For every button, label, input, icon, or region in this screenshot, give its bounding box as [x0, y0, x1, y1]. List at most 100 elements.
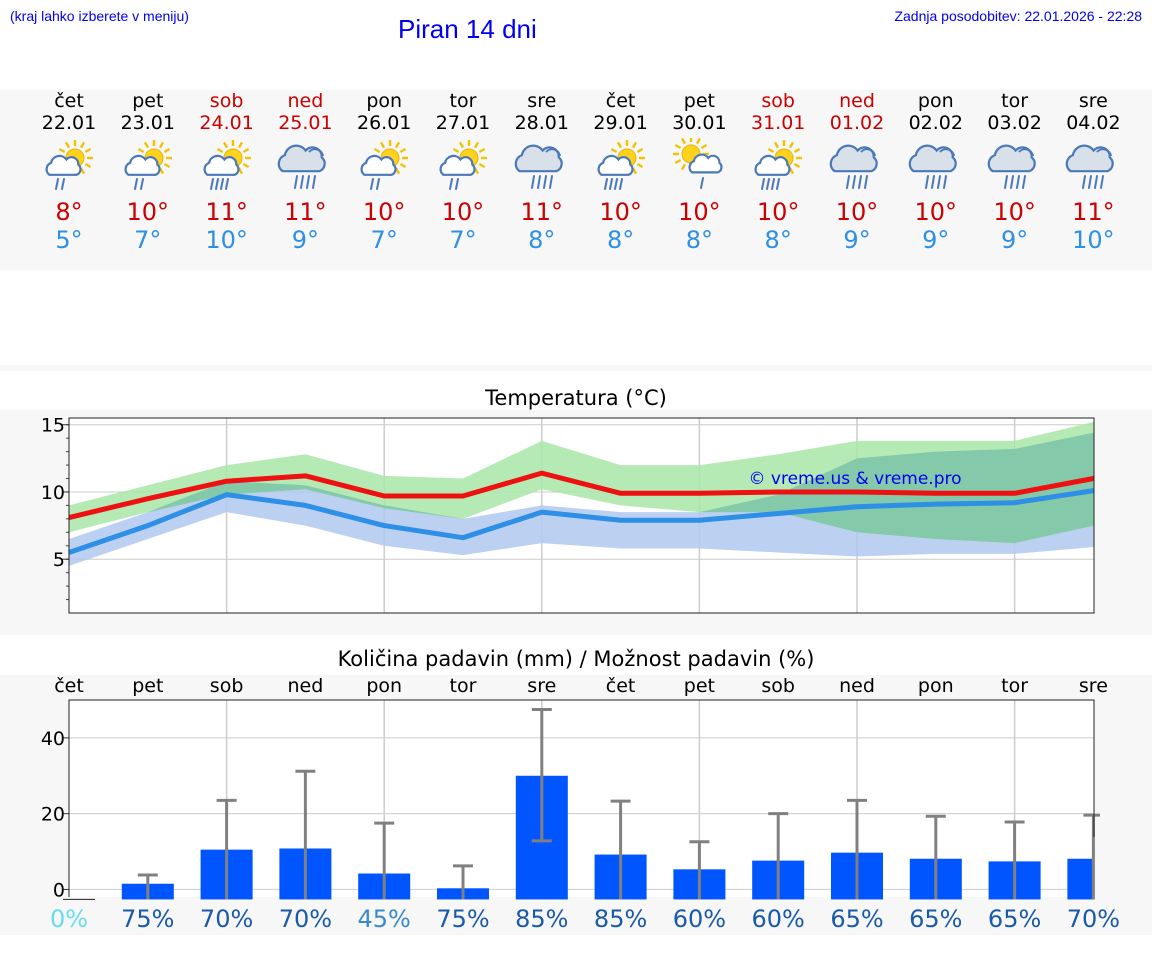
day-name: tor: [449, 90, 477, 112]
day-name: sre: [1078, 90, 1108, 112]
max-temperature: 11°: [520, 198, 564, 226]
x-category-label: čet: [606, 675, 636, 697]
day-name: pet: [683, 90, 715, 112]
max-temperature: 11°: [284, 198, 327, 226]
x-category-label: pet: [132, 675, 163, 697]
max-temperature: 10°: [835, 198, 879, 226]
min-temperature: 10°: [205, 226, 248, 254]
day-name: čet: [54, 90, 84, 112]
heavy-rain-sun-icon: [597, 140, 645, 190]
heavy-rain-cloud-icon: [829, 144, 878, 189]
max-temperature: 8°: [55, 198, 83, 226]
y-tick-label: 15: [41, 415, 65, 437]
min-temperature: 9°: [1000, 226, 1029, 254]
precipitation-chance: 60%: [752, 905, 805, 933]
day-date: 24.01: [199, 112, 254, 134]
min-temperature: 8°: [764, 226, 792, 254]
rain-sun-icon: [45, 140, 93, 190]
min-temperature-line: [68, 488, 1096, 555]
day-date: 02.02: [908, 112, 963, 134]
max-temperature: 10°: [441, 198, 485, 226]
min-temperature: 7°: [134, 226, 162, 254]
precipitation-chance: 65%: [830, 905, 883, 933]
precipitation-chance: 75%: [436, 905, 489, 933]
overlap-band: [69, 432, 1094, 544]
day-name: sob: [209, 90, 244, 112]
max-temperature: 11°: [205, 198, 248, 226]
y-tick-label: 40: [41, 728, 65, 750]
rain-sun-icon: [439, 140, 487, 190]
day-date: 23.01: [120, 112, 175, 134]
precipitation-chance: 65%: [909, 905, 962, 933]
max-temperature-line: [68, 470, 1096, 520]
precipitation-chance: 70%: [1067, 905, 1120, 933]
precipitation-chance: 60%: [673, 905, 726, 933]
divider: [0, 365, 1152, 371]
max-temperature: 10°: [126, 198, 170, 226]
day-date: 03.02: [987, 112, 1042, 134]
heavy-rain-cloud-icon: [278, 144, 327, 189]
day-date: 25.01: [278, 112, 333, 134]
min-temperature: 8°: [528, 226, 556, 254]
heavy-rain-cloud-icon: [908, 144, 957, 189]
min-temperature: 9°: [922, 226, 950, 254]
x-category-label: pet: [684, 675, 715, 697]
max-temperature: 10°: [678, 198, 721, 226]
max-temperature: 10°: [362, 198, 406, 226]
heavy-rain-cloud-icon: [987, 144, 1036, 189]
day-date: 27.01: [435, 112, 491, 134]
day-date: 30.01: [672, 112, 727, 134]
precipitation-chance: 65%: [988, 905, 1041, 933]
precipitation-chance: 70%: [279, 905, 332, 933]
day-date: 26.01: [356, 112, 412, 134]
region-hint-link[interactable]: (kraj lahko izberete v meniju): [10, 8, 189, 24]
y-tick-label: 10: [41, 482, 65, 504]
x-category-label: pon: [918, 675, 954, 697]
max-temperature: 10°: [914, 198, 958, 226]
y-tick-label: 5: [53, 549, 65, 571]
min-temperature: 5°: [55, 226, 83, 254]
sun-shower-icon: [673, 138, 723, 189]
day-date: 29.01: [593, 112, 648, 134]
precipitation-chance: 70%: [200, 905, 253, 933]
precipitation-chance: 85%: [515, 905, 568, 933]
precipitation-chance: 0%: [50, 905, 88, 933]
last-update: Zadnja posodobitev: 22.01.2026 - 22:28: [894, 8, 1142, 24]
day-name: pon: [366, 90, 403, 112]
day-name: tor: [1001, 90, 1029, 112]
x-category-label: sob: [210, 675, 244, 697]
temperature-chart-title: Temperatura (°C): [485, 386, 667, 410]
precipitation-chance: 45%: [358, 905, 411, 933]
x-category-label: sob: [761, 675, 795, 697]
precipitation-chart: 0 20 40 čet pet sob ned pon tor sre čet pet sob ned po…: [41, 675, 1120, 933]
y-tick-label: 0: [53, 879, 65, 901]
day-date: 22.01: [41, 112, 97, 134]
day-name: pon: [917, 90, 954, 112]
day-name: sre: [527, 90, 557, 112]
x-category-label: sre: [1079, 675, 1108, 697]
min-temperature: 9°: [291, 226, 320, 254]
max-temperature: 10°: [756, 198, 800, 226]
day-date: 31.01: [750, 112, 806, 134]
heavy-rain-sun-icon: [203, 140, 251, 190]
min-temperature: 10°: [1072, 226, 1115, 254]
day-date: 28.01: [514, 112, 569, 134]
plot-frame: [68, 699, 1095, 897]
temperature-chart: 5 10 15 © vreme.us & vreme.pro: [41, 415, 1096, 614]
precipitation-chart-title: Količina padavin (mm) / Možnost padavin …: [337, 647, 815, 671]
precipitation-chance: 75%: [121, 905, 174, 933]
max-temperature: 11°: [1072, 198, 1115, 226]
rain-sun-icon: [360, 140, 409, 190]
x-category-label: sre: [527, 675, 556, 697]
heavy-rain-cloud-icon: [514, 144, 563, 189]
x-category-label: čet: [54, 675, 84, 697]
min-range-band: [69, 432, 1094, 566]
heavy-rain-sun-icon: [754, 140, 803, 190]
min-temperature: 7°: [370, 226, 398, 254]
day-name: sob: [761, 90, 795, 112]
x-category-label: pon: [366, 675, 402, 697]
day-date: 04.02: [1066, 112, 1121, 134]
day-name: pet: [132, 90, 164, 112]
x-category-label: ned: [839, 675, 875, 697]
min-temperature: 8°: [606, 226, 635, 254]
